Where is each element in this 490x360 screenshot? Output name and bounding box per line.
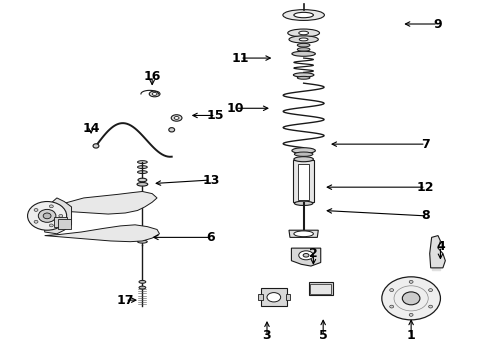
Text: 14: 14 xyxy=(82,122,100,135)
Circle shape xyxy=(402,292,420,305)
Ellipse shape xyxy=(138,199,147,202)
Circle shape xyxy=(429,305,433,308)
Ellipse shape xyxy=(288,29,319,37)
Text: 17: 17 xyxy=(117,294,134,307)
Circle shape xyxy=(49,205,53,208)
Ellipse shape xyxy=(289,36,318,43)
Text: 16: 16 xyxy=(144,69,161,82)
Bar xyxy=(309,282,333,295)
Circle shape xyxy=(27,202,67,230)
Bar xyxy=(286,294,291,301)
Ellipse shape xyxy=(283,10,324,21)
Ellipse shape xyxy=(93,144,99,148)
Bar xyxy=(298,164,310,200)
Ellipse shape xyxy=(299,31,309,35)
Bar xyxy=(54,217,67,226)
Ellipse shape xyxy=(294,157,314,162)
Polygon shape xyxy=(49,192,157,214)
Text: 10: 10 xyxy=(226,102,244,115)
Text: 2: 2 xyxy=(309,247,318,260)
Ellipse shape xyxy=(152,93,157,95)
Text: 3: 3 xyxy=(263,329,271,342)
Text: 1: 1 xyxy=(407,329,416,342)
Ellipse shape xyxy=(294,12,314,18)
Text: 11: 11 xyxy=(231,51,249,64)
Ellipse shape xyxy=(294,152,313,156)
Ellipse shape xyxy=(292,148,316,153)
Ellipse shape xyxy=(267,293,281,302)
Bar xyxy=(58,220,71,229)
Ellipse shape xyxy=(303,253,309,257)
Ellipse shape xyxy=(149,91,160,97)
Text: 12: 12 xyxy=(417,181,435,194)
Circle shape xyxy=(34,208,38,211)
Polygon shape xyxy=(292,248,321,266)
Ellipse shape xyxy=(138,161,147,163)
Text: 6: 6 xyxy=(206,231,215,244)
Circle shape xyxy=(409,280,413,283)
Circle shape xyxy=(49,224,53,227)
Polygon shape xyxy=(430,235,445,268)
Ellipse shape xyxy=(297,48,310,51)
Ellipse shape xyxy=(171,115,182,121)
Ellipse shape xyxy=(297,76,310,79)
Ellipse shape xyxy=(294,231,314,237)
Circle shape xyxy=(382,277,441,320)
Ellipse shape xyxy=(174,117,179,120)
Ellipse shape xyxy=(299,38,308,41)
Circle shape xyxy=(59,215,63,217)
Ellipse shape xyxy=(137,183,148,186)
Circle shape xyxy=(429,289,433,292)
Text: 15: 15 xyxy=(207,109,224,122)
Text: 13: 13 xyxy=(202,174,220,186)
Text: 9: 9 xyxy=(434,18,442,31)
Circle shape xyxy=(390,289,393,292)
Ellipse shape xyxy=(138,194,147,197)
Circle shape xyxy=(390,305,393,308)
Circle shape xyxy=(34,220,38,223)
Circle shape xyxy=(43,213,51,219)
Polygon shape xyxy=(45,198,72,234)
Ellipse shape xyxy=(138,178,147,182)
Circle shape xyxy=(409,314,413,316)
Ellipse shape xyxy=(299,251,314,260)
Ellipse shape xyxy=(297,43,310,47)
Bar xyxy=(293,160,315,202)
Ellipse shape xyxy=(138,166,147,168)
Text: 7: 7 xyxy=(421,138,430,150)
Ellipse shape xyxy=(139,280,146,283)
Ellipse shape xyxy=(137,235,148,239)
Ellipse shape xyxy=(138,171,147,174)
Text: 8: 8 xyxy=(421,210,430,222)
Polygon shape xyxy=(289,230,318,237)
Ellipse shape xyxy=(138,240,147,243)
Polygon shape xyxy=(45,225,159,242)
Ellipse shape xyxy=(292,51,316,56)
Ellipse shape xyxy=(294,201,313,206)
Ellipse shape xyxy=(169,128,174,132)
Ellipse shape xyxy=(139,286,146,289)
Text: 4: 4 xyxy=(436,240,445,253)
Bar xyxy=(310,284,331,294)
Bar xyxy=(258,294,263,301)
Text: 5: 5 xyxy=(319,329,327,342)
Bar xyxy=(261,288,287,306)
Ellipse shape xyxy=(294,73,314,77)
Circle shape xyxy=(38,210,56,222)
